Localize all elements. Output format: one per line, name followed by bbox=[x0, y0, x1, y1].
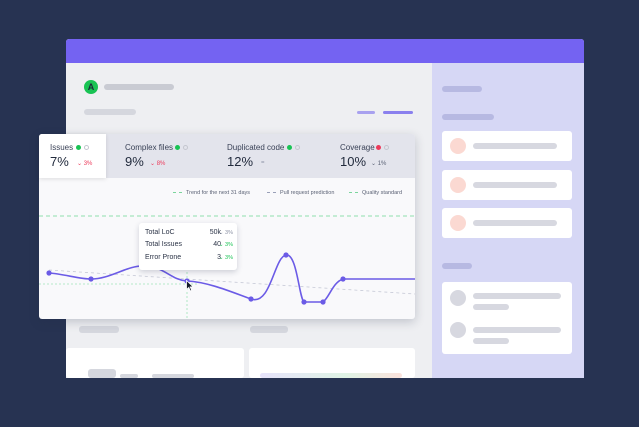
data-point[interactable] bbox=[320, 299, 326, 305]
sidebar-list-item-3[interactable] bbox=[442, 208, 572, 238]
legend-trend-label: Trend for the next 31 days bbox=[186, 190, 250, 196]
list-line bbox=[473, 338, 509, 344]
metric-value: 9% bbox=[125, 154, 144, 169]
status-dot-green bbox=[287, 145, 292, 150]
bottom-card-1-line-2 bbox=[152, 374, 194, 378]
metric-label: Complex files bbox=[125, 143, 174, 152]
legend-quality: Quality standard bbox=[349, 190, 402, 196]
window-title-bar bbox=[66, 39, 584, 63]
list-item-text bbox=[473, 182, 557, 188]
metric-delta: ⌄ 3% bbox=[77, 161, 93, 167]
list-line bbox=[473, 327, 561, 333]
legend-line-pull-request bbox=[267, 192, 276, 194]
sidebar-section-title-2 bbox=[442, 263, 472, 269]
list-line bbox=[473, 293, 561, 299]
data-point[interactable] bbox=[340, 276, 346, 282]
status-dot-outline bbox=[295, 145, 300, 150]
metric-tab-duplicated-code[interactable]: Duplicated code 12% = bbox=[216, 134, 322, 178]
metric-value: 7% bbox=[50, 154, 69, 169]
metrics-chart-panel: Issues 7% ⌄ 3% Complex files 9% ⌄ 8% Dup… bbox=[39, 134, 415, 319]
data-point[interactable] bbox=[301, 299, 307, 305]
list-avatar bbox=[450, 290, 466, 306]
status-dot bbox=[450, 177, 466, 193]
metric-tab-complex-files[interactable]: Complex files 9% ⌄ 8% bbox=[114, 134, 210, 178]
tooltip-label: Total LoC bbox=[145, 229, 175, 236]
sidebar-list-item-2[interactable] bbox=[442, 170, 572, 200]
list-item-text bbox=[473, 143, 557, 149]
sidebar-list-card bbox=[442, 282, 572, 354]
metric-tab-coverage[interactable]: Coverage 10% ⌄ 1% bbox=[329, 134, 415, 178]
tooltip-delta: ⌄ 3% bbox=[218, 242, 233, 248]
legend-pull-request: Pull request prediction bbox=[267, 190, 334, 196]
bottom-card-1-chip bbox=[88, 369, 116, 378]
status-dot-outline bbox=[183, 145, 188, 150]
tooltip-row-total-loc: Total LoC 50k ⌄ 3% bbox=[145, 229, 233, 239]
list-line bbox=[473, 304, 509, 310]
metric-delta: ⌄ 8% bbox=[150, 161, 166, 167]
bottom-card-2-bar bbox=[260, 373, 402, 378]
data-point[interactable] bbox=[46, 270, 52, 276]
status-dot bbox=[450, 215, 466, 231]
subtitle-placeholder bbox=[84, 109, 136, 115]
tooltip-row-error-prone: Error Prone 3 ⌄ 3% bbox=[145, 254, 233, 264]
pull-request-prediction-line bbox=[48, 269, 415, 295]
metric-value: 10% bbox=[340, 154, 367, 169]
chart-tooltip: Total LoC 50k ⌄ 3% Total Issues 40 ⌄ 3% … bbox=[139, 223, 237, 270]
data-point[interactable] bbox=[248, 296, 254, 302]
data-point[interactable] bbox=[283, 252, 289, 258]
metric-label: Issues bbox=[50, 143, 74, 152]
metric-label: Duplicated code bbox=[227, 143, 285, 152]
view-toggle-1[interactable] bbox=[357, 111, 375, 114]
metric-delta: ⌄ 1% bbox=[371, 161, 387, 167]
tooltip-delta: ⌄ 3% bbox=[218, 255, 233, 261]
legend-pull-request-label: Pull request prediction bbox=[280, 190, 335, 196]
sidebar-title-placeholder bbox=[442, 86, 482, 92]
tooltip-delta: ⌄ 3% bbox=[218, 230, 233, 236]
section-title-placeholder-2 bbox=[250, 326, 288, 333]
sidebar-list-item-1[interactable] bbox=[442, 131, 572, 161]
tooltip-label: Total Issues bbox=[145, 241, 182, 248]
tooltip-row-total-issues: Total Issues 40 ⌄ 3% bbox=[145, 241, 233, 251]
metric-delta: = bbox=[261, 160, 265, 166]
list-avatar bbox=[450, 322, 466, 338]
status-dot-outline bbox=[384, 145, 389, 150]
tooltip-label: Error Prone bbox=[145, 254, 182, 261]
status-dot-green bbox=[175, 145, 180, 150]
tooltip-value: 50k bbox=[209, 229, 221, 236]
bottom-card-1-line bbox=[120, 374, 138, 378]
status-dot-green bbox=[76, 145, 81, 150]
data-point[interactable] bbox=[88, 276, 94, 282]
mouse-cursor-icon bbox=[186, 280, 194, 292]
metric-tab-issues[interactable]: Issues 7% ⌄ 3% bbox=[39, 134, 106, 178]
sidebar-section-title-1 bbox=[442, 114, 494, 120]
legend-trend: Trend for the next 31 days bbox=[173, 190, 250, 196]
logo[interactable]: A bbox=[84, 80, 98, 94]
metric-value: 12% bbox=[227, 154, 254, 169]
section-title-placeholder-1 bbox=[79, 326, 119, 333]
legend-quality-label: Quality standard bbox=[362, 190, 403, 196]
view-toggle-2[interactable] bbox=[383, 111, 413, 114]
legend-line-trend bbox=[173, 192, 182, 194]
status-dot bbox=[450, 138, 466, 154]
tooltip-value: 3 bbox=[217, 254, 221, 261]
list-item-text bbox=[473, 220, 557, 226]
tooltip-value: 40 bbox=[213, 241, 221, 248]
status-dot-red bbox=[376, 145, 381, 150]
project-title-placeholder bbox=[104, 84, 174, 90]
status-dot-outline bbox=[84, 145, 89, 150]
metric-label: Coverage bbox=[340, 143, 375, 152]
legend-line-quality bbox=[349, 192, 358, 194]
